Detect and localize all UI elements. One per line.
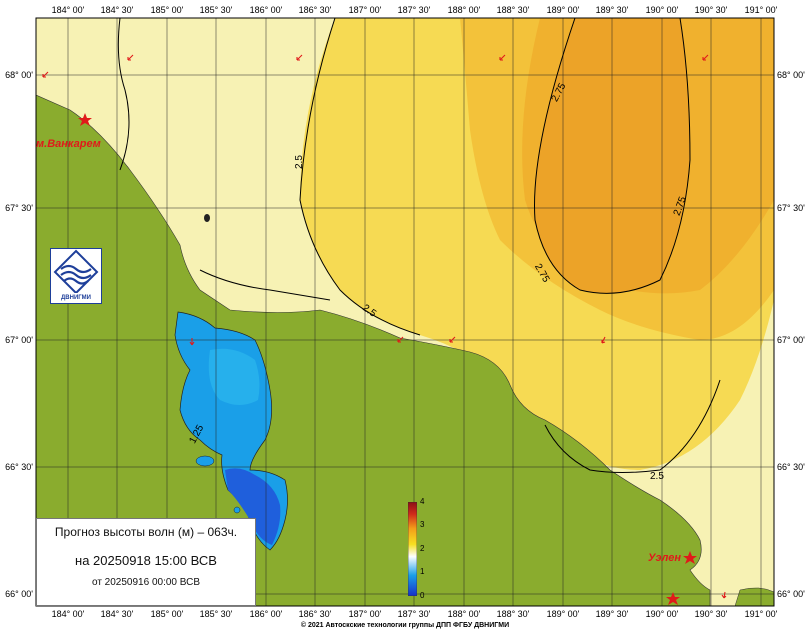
lon-tick-label: 187° 30' xyxy=(398,5,431,15)
lat-tick-label: 67° 30' xyxy=(777,203,805,213)
forecast-issued-time: от 20250916 00:00 ВСВ xyxy=(91,577,200,588)
contour-label: 2.5 xyxy=(650,471,664,482)
lon-tick-label: 188° 30' xyxy=(497,5,530,15)
lat-tick-label: 67° 00' xyxy=(777,335,805,345)
lat-tick-label: 66° 30' xyxy=(777,462,805,472)
legend-label: 3 xyxy=(420,520,425,529)
place-label-vankarem: м.Ванкарем xyxy=(36,138,101,150)
lon-tick-label: 186° 00' xyxy=(250,5,283,15)
lon-tick-label: 190° 00' xyxy=(646,609,679,619)
lon-tick-label: 187° 00' xyxy=(349,5,382,15)
island xyxy=(204,214,210,222)
legend-label: 1 xyxy=(420,567,425,576)
logo-text: ДВНИГМИ xyxy=(61,295,91,301)
lon-tick-label: 188° 00' xyxy=(448,5,481,15)
lat-tick-label: 68° 00' xyxy=(777,70,805,80)
lon-tick-label: 189° 30' xyxy=(596,5,629,15)
contour-label: 2.5 xyxy=(294,155,305,169)
place-label-uelen: Уэлен xyxy=(648,552,681,564)
lat-tick-label: 66° 00' xyxy=(5,589,33,599)
lagoon-deep xyxy=(225,468,281,545)
lon-tick-label: 189° 00' xyxy=(547,609,580,619)
lon-tick-label: 186° 30' xyxy=(299,609,332,619)
lon-tick-label: 185° 30' xyxy=(200,609,233,619)
lon-tick-label: 190° 30' xyxy=(695,609,728,619)
lat-tick-label: 68° 00' xyxy=(5,70,33,80)
lake xyxy=(195,455,215,467)
forecast-info-box: Прогноз высоты волн (м) – 063ч. на 20250… xyxy=(36,518,256,606)
lon-tick-label: 187° 30' xyxy=(398,609,431,619)
lon-tick-label: 188° 30' xyxy=(497,609,530,619)
lon-tick-label: 191° 00' xyxy=(745,609,778,619)
lagoon-light xyxy=(208,348,260,405)
lon-tick-label: 185° 30' xyxy=(200,5,233,15)
lat-ticks-left: 68° 00' 67° 30' 67° 00' 66° 30' 66° 00' xyxy=(5,70,33,599)
contours xyxy=(117,18,721,473)
lon-tick-label: 186° 30' xyxy=(299,5,332,15)
lon-tick-label: 184° 00' xyxy=(52,609,85,619)
legend-label: 0 xyxy=(420,591,425,600)
map-frame xyxy=(35,17,775,607)
lon-tick-label: 184° 00' xyxy=(52,5,85,15)
lon-tick-label: 184° 30' xyxy=(101,5,134,15)
lon-tick-label: 189° 30' xyxy=(596,609,629,619)
lon-tick-label: 188° 00' xyxy=(448,609,481,619)
lon-ticks-bottom: 184° 00' 184° 30' 185° 00' 185° 30' 186° 00'… xyxy=(52,609,778,619)
land-mass xyxy=(36,94,711,606)
lake xyxy=(233,506,241,514)
color-legend-bar xyxy=(408,502,417,596)
legend-label: 4 xyxy=(420,497,425,506)
wind-arrows xyxy=(42,54,727,599)
lat-tick-label: 67° 00' xyxy=(5,335,33,345)
copyright-text: © 2021 Автоскские технологии группы ДПП … xyxy=(300,622,510,629)
lon-tick-label: 184° 30' xyxy=(101,609,134,619)
lon-tick-label: 187° 00' xyxy=(349,609,382,619)
lat-tick-label: 66° 30' xyxy=(5,462,33,472)
logo-emblem-icon xyxy=(53,249,99,295)
lon-ticks-top: 184° 00' 184° 30' 185° 00' 185° 30' 186° 00'… xyxy=(52,5,778,15)
lat-tick-label: 66° 00' xyxy=(777,589,805,599)
lon-tick-label: 191° 00' xyxy=(745,5,778,15)
lon-tick-label: 185° 00' xyxy=(151,5,184,15)
land-east xyxy=(734,587,774,606)
lon-tick-label: 190° 00' xyxy=(646,5,679,15)
legend-label: 2 xyxy=(420,544,425,553)
lat-tick-label: 67° 30' xyxy=(5,203,33,213)
map-area xyxy=(36,18,774,606)
forecast-title: Прогноз высоты волн (м) – 063ч. xyxy=(54,525,238,539)
lon-tick-label: 189° 00' xyxy=(547,5,580,15)
lat-ticks-right: 68° 00' 67° 30' 67° 00' 66° 30' 66° 00' xyxy=(777,70,805,599)
lon-tick-label: 185° 00' xyxy=(151,609,184,619)
forecast-valid-time: на 20250918 15:00 ВСВ xyxy=(75,553,217,568)
lon-tick-label: 190° 30' xyxy=(695,5,728,15)
dvnigmi-logo: ДВНИГМИ xyxy=(50,248,102,304)
station-markers xyxy=(78,113,697,605)
lon-tick-label: 186° 00' xyxy=(250,609,283,619)
